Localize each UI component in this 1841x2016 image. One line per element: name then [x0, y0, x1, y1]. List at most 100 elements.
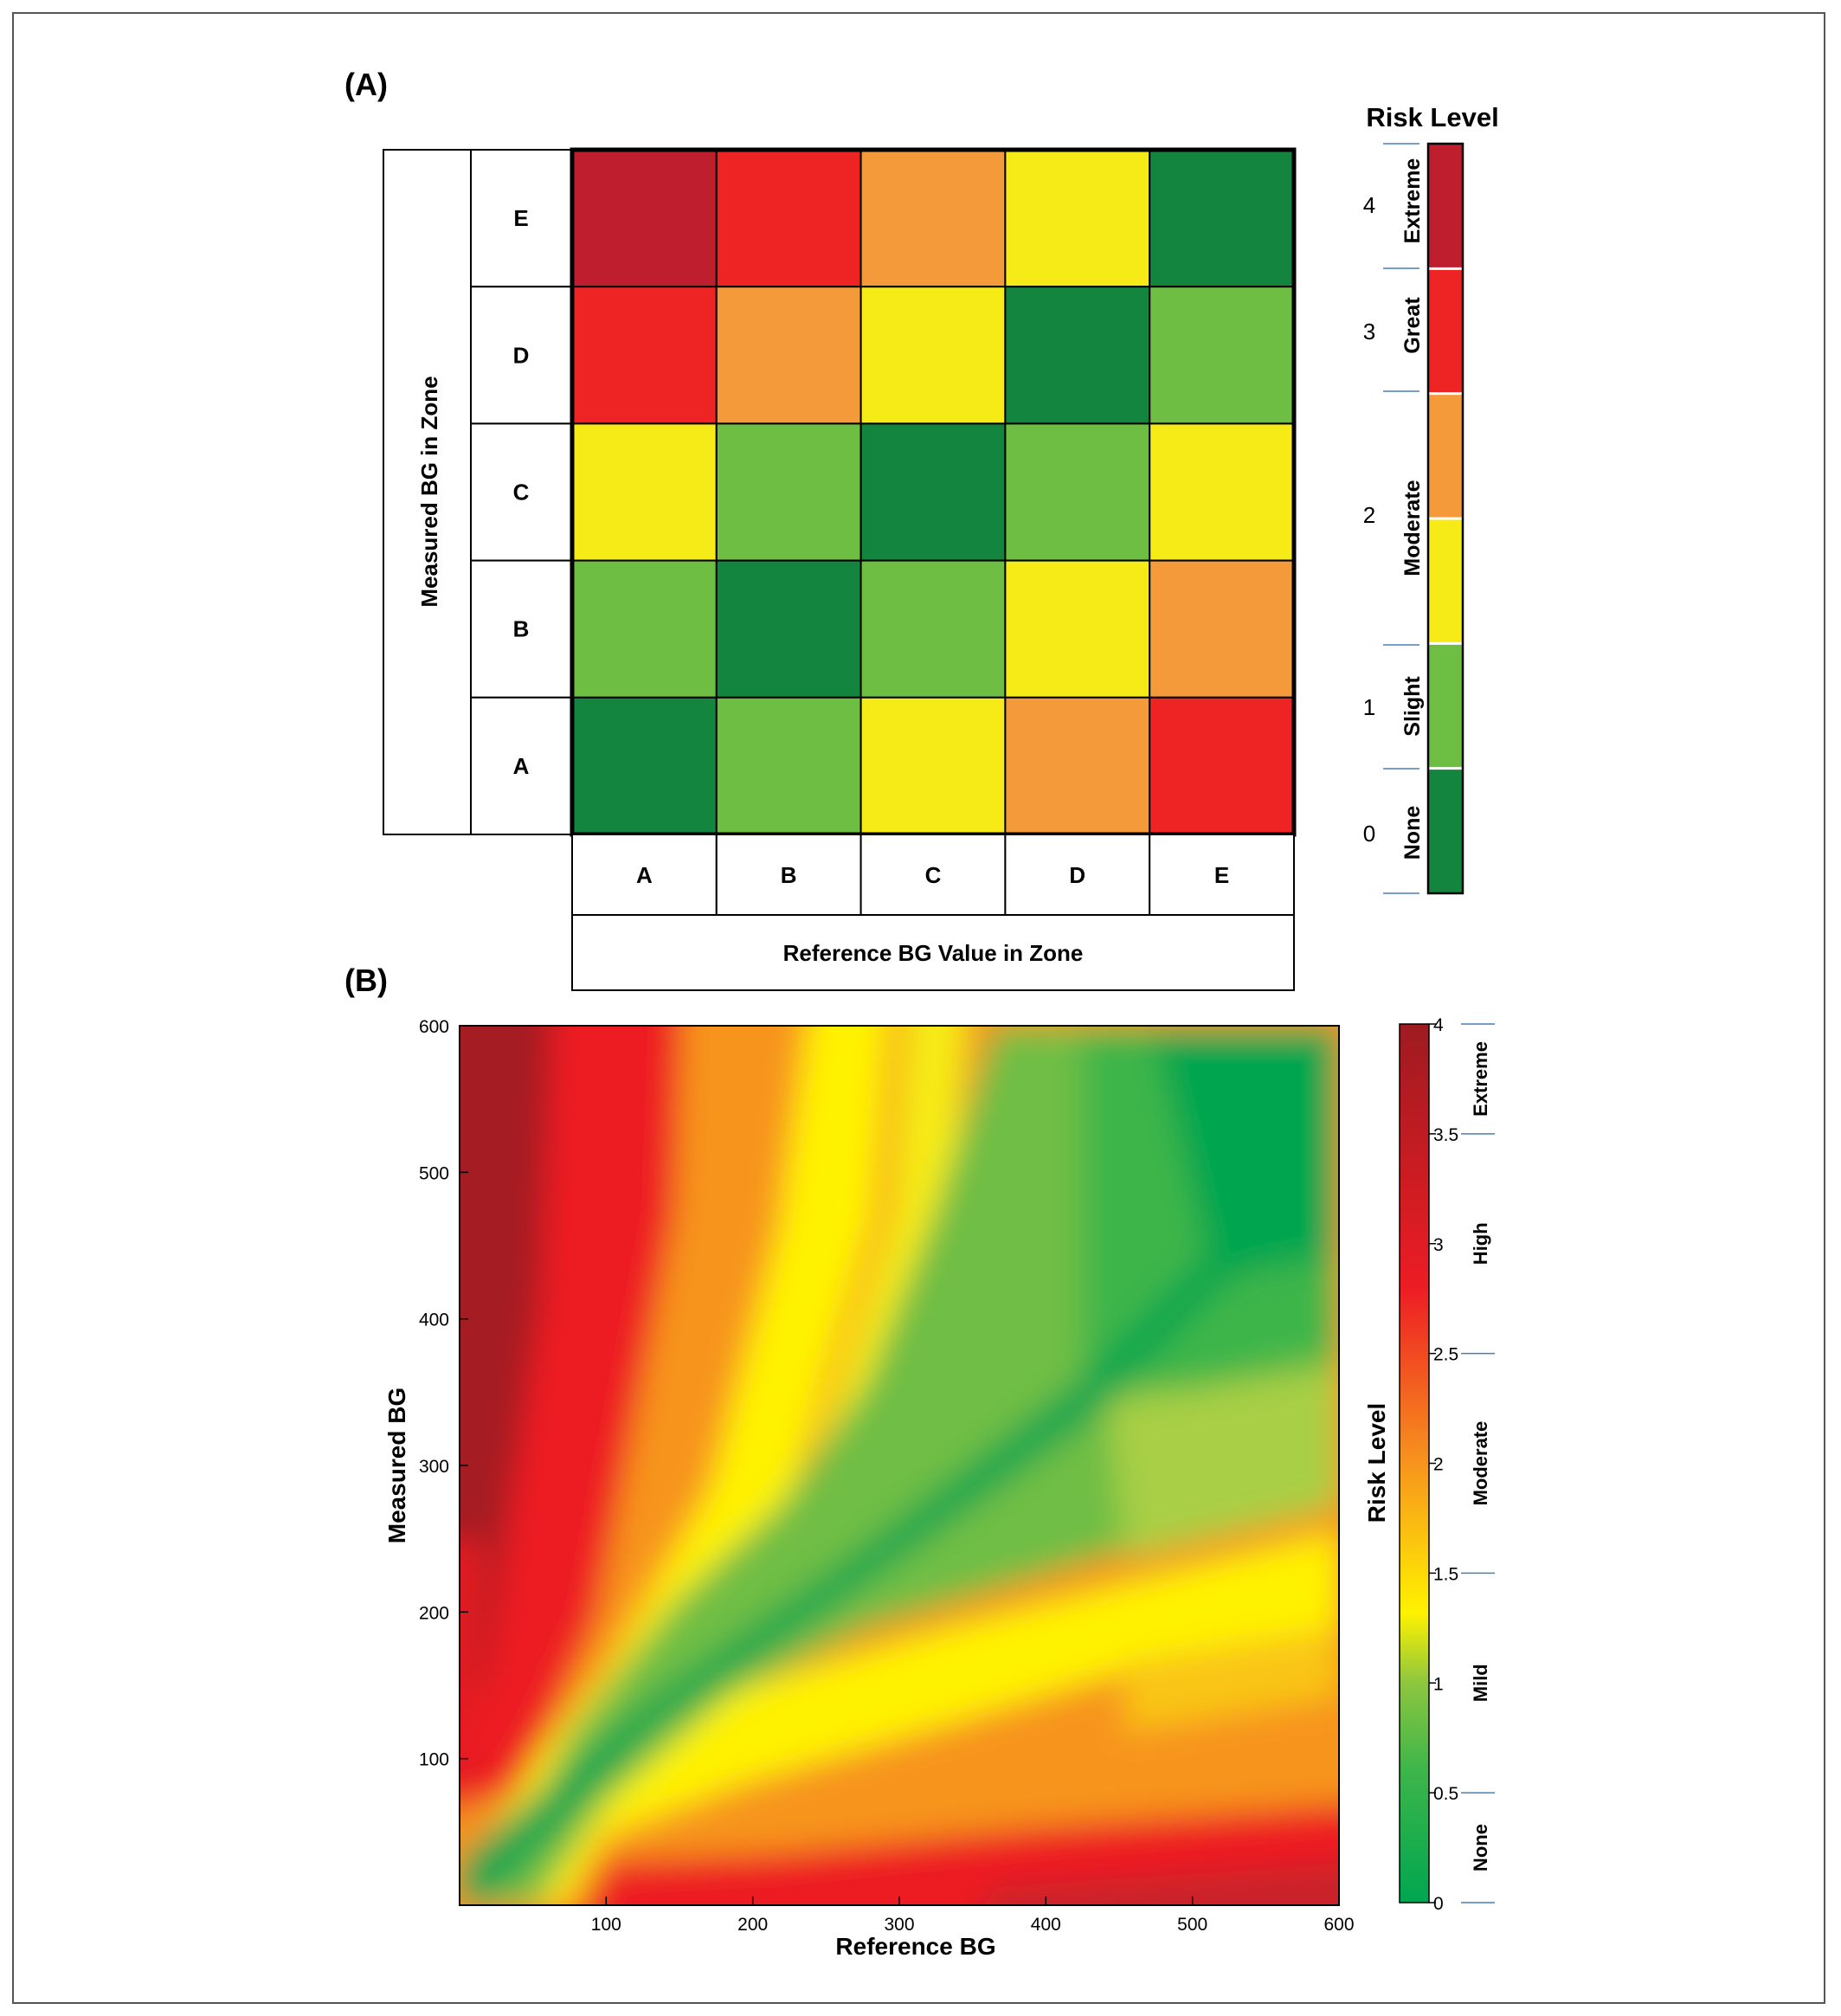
colorbar-level-label: None [1470, 1824, 1491, 1871]
x-tick-label: 600 [1323, 1915, 1354, 1935]
colorbar-tick-label: 2 [1363, 502, 1375, 528]
panel-b-axes: 100 200 300 400 500 600 100 200 300 400 500 600 [419, 1017, 1355, 1935]
panel-a-colorbar: 0 1 2 3 4 None Slight Moderate Great Extreme [1363, 142, 1464, 895]
colorbar-level-label: High [1470, 1222, 1491, 1265]
y-category-cell [470, 696, 573, 835]
x-category-label: B [781, 862, 797, 888]
colorbar-level-label: None [1400, 806, 1425, 860]
x-category-label: D [1069, 862, 1085, 888]
colorbar-segment [1428, 268, 1463, 394]
y-category-cell [470, 422, 573, 562]
x-category-label: E [1214, 862, 1229, 888]
y-tick-label: 300 [419, 1457, 449, 1477]
colorbar-level-label: Mild [1470, 1664, 1491, 1702]
colorbar-tick-label: 1.5 [1433, 1564, 1458, 1584]
y-category-label: E [513, 205, 528, 231]
heatmap-cell [1149, 149, 1295, 288]
panel-a-ylabel-box [383, 149, 472, 835]
heatmap-cell [1004, 286, 1151, 425]
panel-a-x-categories: A B C D E [571, 834, 1295, 916]
panel-a-cells [571, 149, 1295, 835]
colorbar-level-label: Extreme [1470, 1041, 1491, 1117]
heatmap-cell [1149, 422, 1295, 562]
colorbar-tick-label: 1 [1363, 694, 1375, 720]
heatmap-cell [1149, 286, 1295, 425]
heatmap-cell [715, 696, 862, 835]
colorbar-tick-label: 2.5 [1433, 1345, 1458, 1365]
y-category-label: A [513, 753, 530, 779]
panel-a-colorbar-title: Risk Level [1366, 102, 1498, 132]
colorbar-tick-label: 4 [1433, 1015, 1444, 1035]
heatmap-cell [859, 696, 1007, 835]
colorbar-level-label: Slight [1400, 676, 1425, 737]
panel-a-label: (A) [344, 67, 388, 102]
x-tick-label: 200 [737, 1915, 768, 1935]
y-tick-label: 600 [419, 1017, 449, 1037]
colorbar-tick-label: 0 [1363, 821, 1375, 847]
colorbar-tick-label: 0.5 [1433, 1784, 1458, 1804]
heatmap-cell [715, 149, 862, 288]
colorbar-level-label: Moderate [1400, 480, 1425, 576]
colorbar-segment [1428, 643, 1463, 769]
heatmap-cell [715, 559, 862, 699]
panel-b-heatmap [460, 1026, 1339, 1905]
colorbar-outline [1426, 142, 1464, 895]
heatmap-cell [1149, 559, 1295, 699]
y-category-label: B [513, 616, 530, 642]
colorbar-tick-label: 0 [1433, 1894, 1444, 1914]
colorbar-level-label: Extreme [1400, 158, 1425, 244]
x-category-cell [1149, 834, 1295, 916]
heatmap-cell [859, 422, 1007, 562]
panel-a-xlabel: Reference BG Value in Zone [783, 940, 1084, 966]
y-tick-label: 200 [419, 1603, 449, 1623]
panel-b-colorbar-title: Risk Level [1363, 1403, 1390, 1523]
colorbar-segment [1428, 768, 1463, 893]
y-category-label: C [513, 480, 530, 506]
heatmap-cell [571, 149, 718, 288]
colorbar-level-label: Moderate [1470, 1421, 1491, 1506]
y-category-label: D [513, 342, 530, 368]
heatmap-cell [859, 559, 1007, 699]
y-category-cell [470, 149, 573, 288]
colorbar-tick-label: 3.5 [1433, 1125, 1458, 1145]
heatmap-cell [571, 286, 718, 425]
heatmap-cell [1004, 149, 1151, 288]
x-category-label: A [636, 862, 653, 888]
panel-a-y-categories: E D C B A [470, 149, 573, 835]
heatmap-cell [1149, 696, 1295, 835]
heatmap-cell [715, 422, 862, 562]
x-tick-label: 500 [1177, 1915, 1207, 1935]
heatmap-cell [1004, 696, 1151, 835]
colorbar-level-label: Great [1400, 297, 1425, 354]
y-tick-label: 100 [419, 1750, 449, 1770]
x-tick-label: 100 [591, 1915, 621, 1935]
panel-b-xlabel: Reference BG [835, 1933, 995, 1960]
heatmap-cell [859, 149, 1007, 288]
heatmap-cell [571, 422, 718, 562]
colorbar-segment [1428, 393, 1463, 518]
colorbar-segment [1428, 518, 1463, 644]
x-tick-label: 400 [1031, 1915, 1061, 1935]
x-tick-label: 300 [884, 1915, 914, 1935]
colorbar-segment [1428, 144, 1463, 269]
colorbar-tick-label: 3 [1363, 319, 1375, 345]
panel-b-colorbar-bar [1399, 1023, 1430, 1903]
panel-a-xlabel-box [571, 914, 1295, 991]
figure-frame [12, 12, 1825, 2004]
panel-b-ylabel: Measured BG [383, 1388, 410, 1544]
heatmap-cell [571, 696, 718, 835]
heatmap-cell [859, 286, 1007, 425]
heatmap-cell [715, 286, 862, 425]
colorbar-tick-label: 2 [1433, 1455, 1444, 1475]
colorbar-tick-label: 1 [1433, 1674, 1444, 1694]
panel-b-colorbar: 0 0.5 1 1.5 2 2.5 3 3.5 4 None Mild Moderate High Ext… [1429, 1015, 1495, 1914]
x-category-label: C [925, 862, 942, 888]
panel-a-ylabel: Measured BG in Zone [416, 376, 442, 607]
heatmap-cell [1004, 559, 1151, 699]
heatmap-cell [1004, 422, 1151, 562]
heatmap-cell [571, 559, 718, 699]
y-tick-label: 400 [419, 1311, 449, 1330]
colorbar-tick-label: 4 [1363, 192, 1375, 218]
x-category-cell [571, 834, 718, 916]
